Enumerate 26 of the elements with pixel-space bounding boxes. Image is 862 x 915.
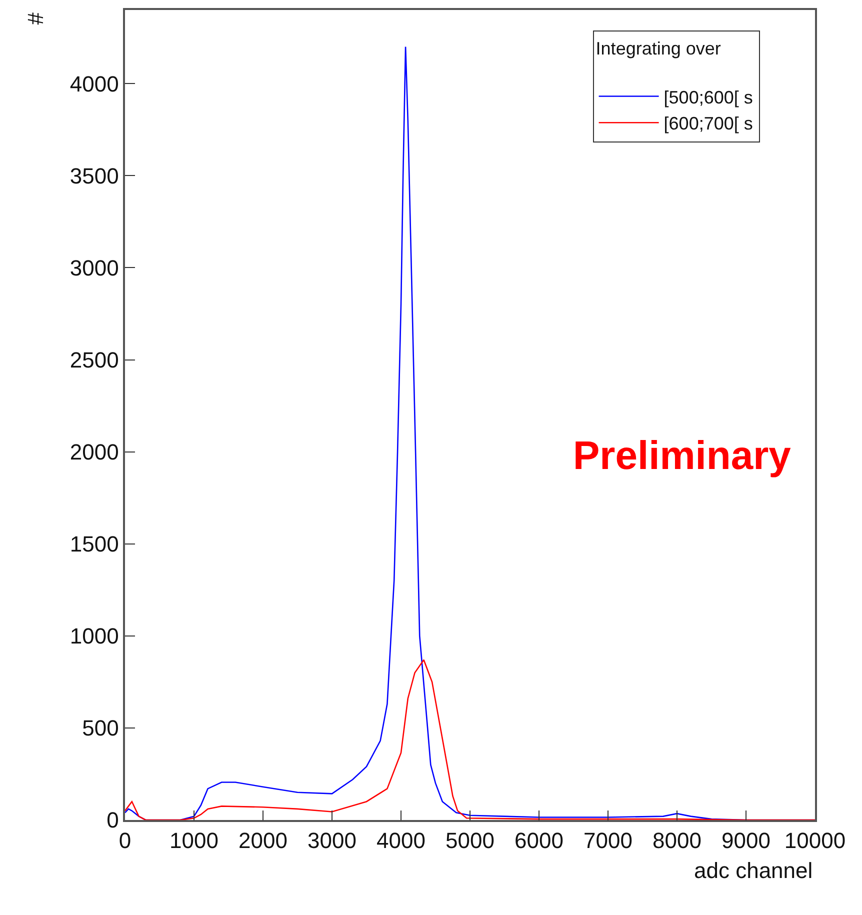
x-tick-label: 9000 [722,828,770,854]
y-tick-label: 500 [82,716,119,741]
x-tick-label: 5000 [446,828,494,854]
y-tick-label: 0 [106,808,119,833]
x-axis-title: adc channel [694,858,813,883]
legend-label: [500;600[ s [664,87,753,108]
legend-label: [600;700[ s [664,114,753,134]
x-tick-label: 4000 [376,828,426,854]
y-tick-label: 2000 [70,440,119,465]
x-tick-label: 8000 [652,828,702,854]
x-tick-label: 7000 [584,828,632,854]
y-tick-label: 3000 [70,255,119,280]
y-tick-label: 1000 [70,624,119,649]
x-tick-label: 10000 [784,828,846,854]
y-tick-label: 3500 [70,163,119,188]
y-tick-label: 1500 [70,532,119,557]
x-tick-label: 1000 [170,828,218,854]
legend-title: Integrating over [596,38,721,59]
y-tick-label: 2500 [70,347,119,372]
annotation: Preliminary [573,434,792,478]
x-tick-label: 6000 [514,828,564,854]
y-axis-title: # [22,12,48,25]
line-series [125,659,815,820]
y-tick-label: 4000 [70,71,119,96]
x-tick-label: 3000 [308,828,356,854]
x-tick-label: 2000 [238,828,288,854]
